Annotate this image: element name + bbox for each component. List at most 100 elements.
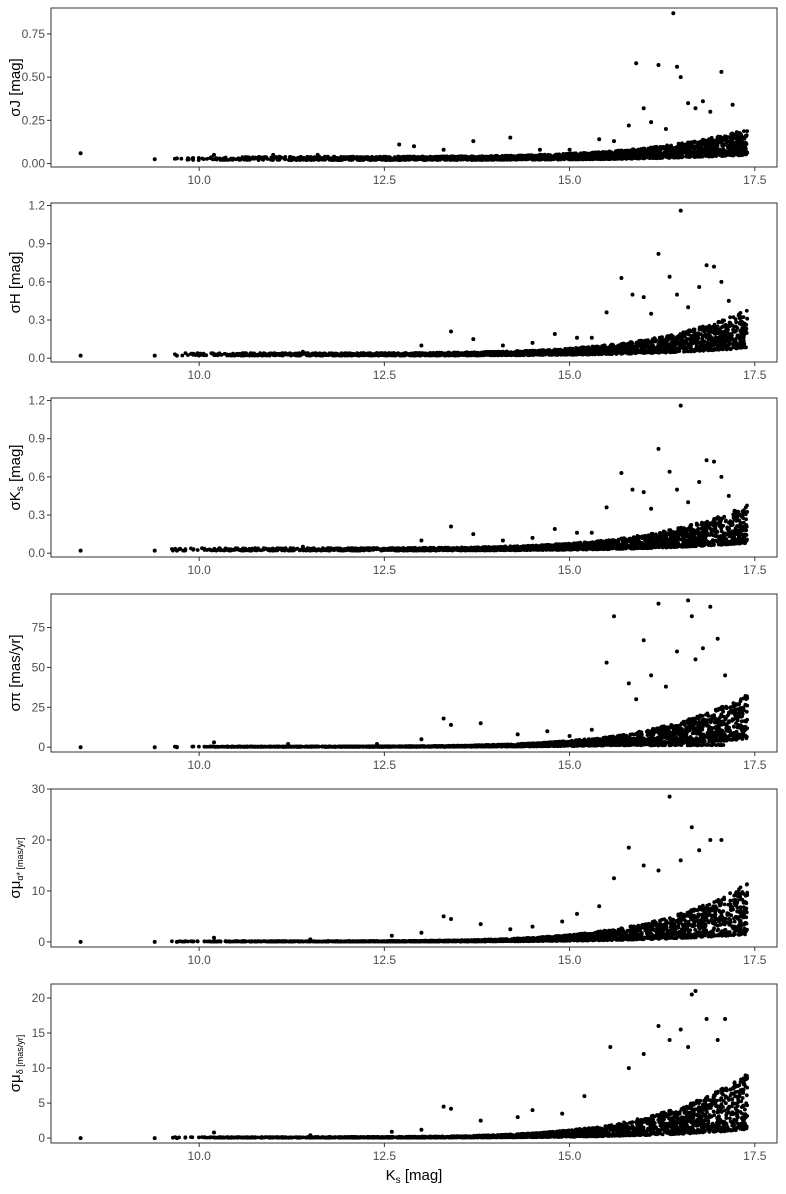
scatter-point — [718, 345, 723, 350]
scatter-point — [268, 351, 273, 356]
scatter-point — [700, 151, 705, 156]
scatter-point — [463, 350, 467, 355]
data-point — [619, 276, 624, 280]
scatter-point — [735, 142, 739, 147]
scatter-point — [720, 333, 725, 338]
scatter-cloud-sigma-H — [173, 308, 750, 358]
scatter-point — [716, 134, 721, 139]
scatter-point — [722, 323, 727, 328]
scatter-point — [633, 151, 638, 156]
data-point — [78, 151, 83, 156]
scatter-point — [190, 156, 195, 161]
scatter-point — [434, 156, 438, 161]
scatter-point — [208, 156, 212, 161]
scatter-point — [533, 349, 538, 354]
data-point — [656, 251, 661, 256]
scatter-point — [557, 157, 562, 162]
scatter-point — [279, 155, 283, 160]
data-point — [663, 127, 668, 131]
y-tick-label: 0.6 — [28, 275, 45, 289]
scatter-point — [338, 352, 343, 357]
scatter-point — [227, 353, 231, 358]
scatter-point — [519, 153, 524, 158]
scatter-point — [652, 147, 657, 151]
data-point — [612, 139, 616, 144]
scatter-point — [477, 157, 482, 161]
scatter-point — [742, 321, 747, 326]
scatter-point — [619, 152, 624, 157]
data-point — [152, 157, 157, 162]
scatter-point — [627, 152, 632, 157]
scatter-point — [586, 352, 591, 357]
scatter-point — [290, 352, 295, 357]
data-point — [686, 101, 691, 106]
scatter-point — [491, 351, 496, 355]
scatter-point — [507, 353, 512, 357]
scatter-point — [412, 156, 417, 161]
scatter-point — [680, 343, 684, 347]
scatter-point — [702, 329, 707, 334]
scatter-point — [531, 157, 536, 162]
scatter-point — [734, 130, 739, 135]
scatter-point — [629, 340, 634, 344]
scatter-point — [598, 151, 603, 155]
data-point — [675, 292, 679, 297]
scatter-point — [613, 348, 618, 353]
scatter-point — [647, 148, 652, 152]
scatter-point — [616, 149, 621, 154]
scatter-point — [675, 336, 680, 341]
scatter-point — [731, 315, 736, 319]
data-point — [704, 263, 709, 268]
scatter-point — [701, 138, 706, 143]
scatter-point — [605, 350, 610, 355]
data-point — [315, 152, 320, 157]
scatter-point — [250, 351, 254, 356]
scatter-point — [735, 326, 740, 330]
scatter-point — [406, 155, 411, 160]
scatter-point — [428, 155, 433, 160]
scatter-point — [327, 351, 332, 356]
y-axis-label: σH [mag] — [7, 252, 24, 314]
scatter-point — [742, 341, 747, 346]
scatter-point — [189, 352, 193, 356]
scatter-point — [543, 349, 548, 354]
scatter-point — [450, 352, 455, 357]
data-point — [567, 147, 572, 152]
x-tick-label: 10.0 — [187, 173, 211, 187]
data-point — [667, 274, 672, 279]
scatter-point — [454, 351, 459, 355]
scatter-point — [700, 154, 704, 159]
data-point — [712, 264, 716, 269]
scatter-point — [688, 153, 693, 158]
scatter-point — [703, 153, 708, 158]
scatter-point — [186, 157, 191, 162]
y-tick-label: 0.25 — [22, 113, 46, 127]
scatter-point — [725, 347, 729, 352]
scatter-point — [742, 327, 747, 332]
scatter-point — [735, 334, 740, 339]
scatter-point — [547, 349, 552, 354]
data-point — [397, 142, 402, 147]
scatter-point — [323, 154, 327, 159]
scatter-point — [683, 147, 688, 152]
data-point — [678, 75, 683, 80]
scatter-point — [730, 131, 735, 136]
scatter-point — [682, 349, 686, 354]
scatter-point — [342, 353, 347, 358]
scatter-point — [341, 155, 346, 160]
scatter-point — [699, 142, 703, 147]
scatter-point — [581, 350, 585, 355]
scatter-point — [288, 155, 293, 160]
x-tick-label: 15.0 — [558, 368, 582, 382]
data-point — [441, 147, 446, 152]
scatter-point — [690, 143, 695, 148]
data-point — [589, 335, 594, 340]
scatter-point — [668, 334, 672, 338]
scatter-point — [486, 157, 491, 162]
y-tick-label: 0.9 — [28, 237, 45, 251]
scatter-point — [680, 333, 685, 338]
scatter-point — [685, 153, 689, 158]
data-point — [656, 63, 661, 67]
scatter-point — [742, 137, 747, 141]
scatter-point — [730, 140, 735, 145]
